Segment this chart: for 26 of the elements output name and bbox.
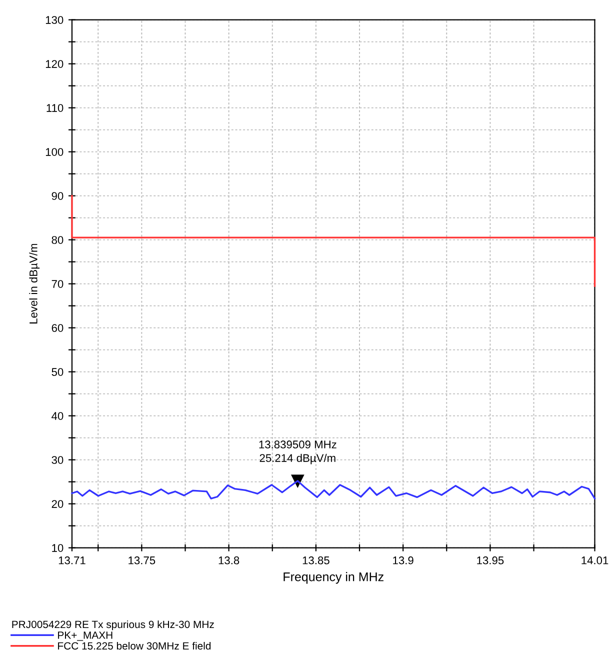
x-tick-label: 13.71 [58,556,86,564]
x-tick-label: 14.01 [582,556,608,564]
y-tick-label: 80 [52,236,64,244]
y-tick-label: 60 [52,324,64,332]
y-tick-label: 30 [52,456,64,464]
x-tick-label: 13.95 [477,556,504,564]
y-tick-label: 100 [46,148,64,156]
y-tick-label: 10 [52,544,64,552]
x-tick-label: 13.85 [302,556,330,564]
y-tick-label: 120 [46,60,64,68]
annotation: 13.839509 MHz 25.214 dBµV/m [259,440,336,464]
legend-label: PK+_MAXH [58,632,112,641]
legend-title: PRJ0054229 RE Tx spurious 9 kHz-30 MHz [12,620,214,630]
y-tick-label: 90 [52,192,64,200]
y-tick-label: 20 [52,500,64,508]
x-tick-label: 13.8 [218,556,240,564]
y-tick-label: 70 [52,280,64,288]
y-tick-label: 130 [46,16,64,24]
y-tick-label: 40 [52,412,64,420]
legend-label: FCC 15.225 below 30MHz E field [58,642,211,650]
x-tick-label: 13.9 [393,556,414,564]
y-tick-label: 50 [52,368,64,376]
y-tick-label: 110 [46,104,64,112]
x-axis-title: Frequency in MHz [284,572,384,584]
y-axis-title: Level in dBµV/m [29,244,40,324]
x-tick-label: 13.75 [128,556,156,564]
